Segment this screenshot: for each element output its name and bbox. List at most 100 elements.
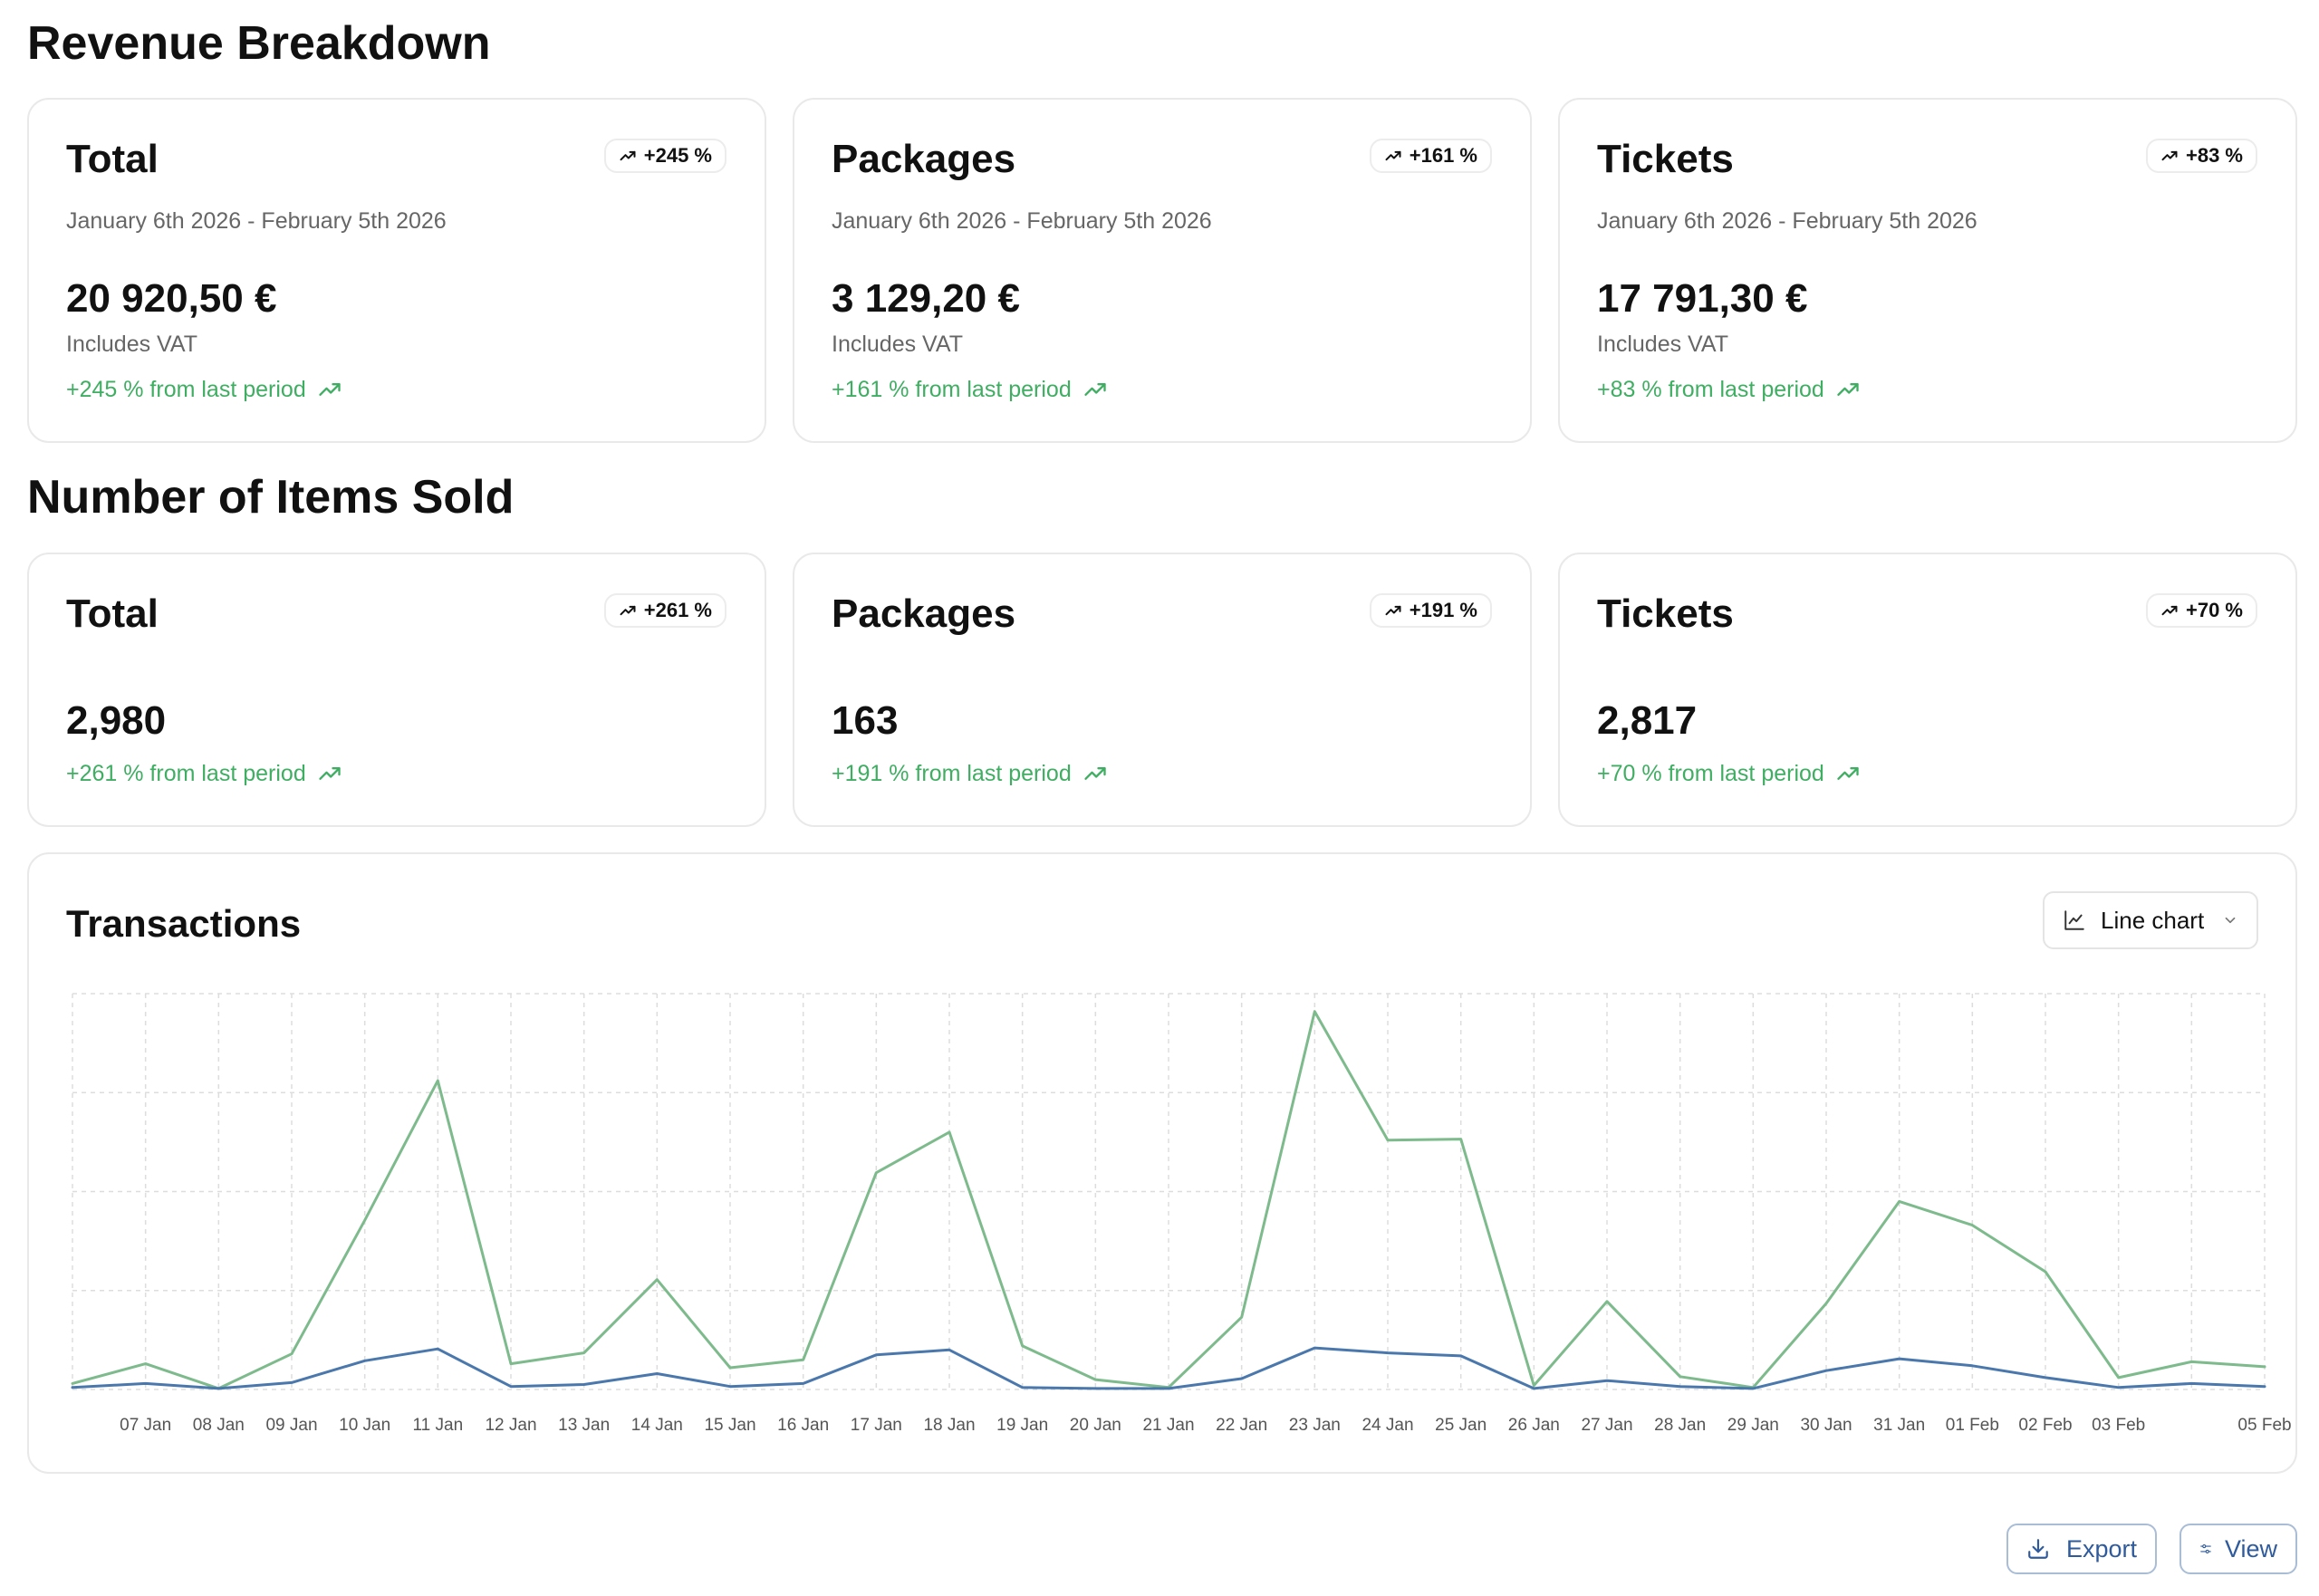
x-tick-label: 02 Feb (2018, 1416, 2072, 1435)
chevron-down-icon (2225, 917, 2236, 924)
card-title: Packages (832, 591, 1016, 636)
change-label: +191 % from last period (832, 760, 1072, 786)
items-card-packages: Packages +191 % 163 +191 % from last per… (793, 553, 1532, 827)
line-chart-icon (2064, 910, 2084, 930)
date-range: January 6th 2026 - February 5th 2026 (832, 208, 1212, 234)
view-button[interactable]: View (2179, 1524, 2297, 1574)
x-tick-label: 17 Jan (851, 1416, 902, 1435)
trending-up-icon (1084, 383, 1106, 396)
change-from-last-period: +245 % from last period (66, 377, 342, 402)
badge-label: +70 % (2186, 599, 2243, 621)
revenue-value: 3 129,20 € (832, 276, 1020, 321)
trending-up-icon (620, 605, 636, 616)
change-from-last-period: +70 % from last period (1597, 761, 1861, 786)
x-tick-label: 19 Jan (996, 1416, 1048, 1435)
card-title: Tickets (1597, 137, 1734, 181)
date-range: January 6th 2026 - February 5th 2026 (66, 208, 447, 234)
chart-type-select[interactable]: Line chart (2043, 891, 2258, 949)
x-tick-label: 23 Jan (1289, 1416, 1341, 1435)
revenue-value: 20 920,50 € (66, 276, 277, 321)
trending-up-icon (1084, 767, 1106, 780)
change-label: +261 % from last period (66, 760, 306, 786)
items-value: 163 (832, 698, 899, 743)
x-tick-label: 07 Jan (120, 1416, 171, 1435)
transactions-line-chart: 07 Jan 08 Jan 09 Jan 10 Jan 11 Jan 12 Jan 13 J… (71, 993, 2292, 1435)
x-tick-label: 03 Feb (2092, 1416, 2145, 1435)
trend-badge: +70 % (2146, 593, 2257, 628)
view-label: View (2224, 1534, 2277, 1562)
transactions-card: Transactions Line chart 07 Jan 08 Jan 09 J… (27, 852, 2297, 1474)
trending-up-icon (319, 383, 341, 396)
trending-up-icon (1837, 767, 1859, 780)
trend-badge: +245 % (603, 139, 726, 173)
trending-up-icon (620, 150, 636, 161)
x-tick-label: 14 Jan (631, 1416, 683, 1435)
change-from-last-period: +161 % from last period (832, 377, 1108, 402)
revenue-section-title: Revenue Breakdown (27, 17, 491, 70)
x-tick-label: 29 Jan (1727, 1416, 1779, 1435)
items-value: 2,817 (1597, 698, 1698, 743)
x-tick-label: 09 Jan (265, 1416, 317, 1435)
vat-note: Includes VAT (1597, 332, 1728, 357)
series-line-2 (71, 1346, 2266, 1390)
badge-label: +83 % (2186, 144, 2243, 167)
vat-note: Includes VAT (66, 332, 197, 357)
trending-up-icon (1385, 605, 1401, 616)
badge-label: +245 % (643, 144, 712, 167)
export-button[interactable]: Export (2006, 1524, 2157, 1574)
change-label: +161 % from last period (832, 376, 1072, 402)
card-title: Packages (832, 137, 1016, 181)
export-label: Export (2065, 1534, 2137, 1562)
x-tick-label: 16 Jan (777, 1416, 829, 1435)
badge-label: +161 % (1409, 144, 1477, 167)
trend-badge: +83 % (2146, 139, 2257, 173)
trending-up-icon (1837, 383, 1859, 396)
date-range: January 6th 2026 - February 5th 2026 (1597, 208, 1977, 234)
card-title: Total (66, 137, 159, 181)
x-tick-label: 22 Jan (1216, 1416, 1267, 1435)
change-label: +245 % from last period (66, 376, 306, 402)
x-tick-label: 28 Jan (1654, 1416, 1706, 1435)
sliders-icon (2200, 1544, 2211, 1553)
x-tick-label: 11 Jan (413, 1416, 464, 1435)
trending-up-icon (319, 767, 341, 780)
items-card-total: Total +261 % 2,980 +261 % from last peri… (27, 553, 766, 827)
change-label: +83 % from last period (1597, 376, 1824, 402)
x-tick-label: 30 Jan (1800, 1416, 1852, 1435)
x-tick-label: 20 Jan (1070, 1416, 1121, 1435)
x-tick-label: 01 Feb (1946, 1416, 1999, 1435)
badge-label: +261 % (643, 599, 712, 621)
transactions-title: Transactions (66, 902, 302, 945)
chart-type-label: Line chart (2101, 906, 2205, 934)
badge-label: +191 % (1409, 599, 1477, 621)
trending-up-icon (2161, 605, 2178, 616)
change-label: +70 % from last period (1597, 760, 1824, 786)
trend-badge: +191 % (1369, 593, 1492, 628)
change-from-last-period: +261 % from last period (66, 761, 342, 786)
x-tick-label: 26 Jan (1508, 1416, 1560, 1435)
x-tick-label: 18 Jan (923, 1416, 975, 1435)
card-title: Total (66, 591, 159, 636)
x-tick-label: 24 Jan (1362, 1416, 1413, 1435)
x-tick-label: 21 Jan (1142, 1416, 1194, 1435)
trending-up-icon (2161, 150, 2178, 161)
revenue-value: 17 791,30 € (1597, 276, 1808, 321)
download-icon (2028, 1539, 2048, 1559)
trend-badge: +261 % (603, 593, 726, 628)
card-title: Tickets (1597, 591, 1734, 636)
x-tick-label: 08 Jan (193, 1416, 245, 1435)
vat-note: Includes VAT (832, 332, 963, 357)
trend-badge: +161 % (1369, 139, 1492, 173)
x-tick-label: 31 Jan (1873, 1416, 1925, 1435)
items-section-title: Number of Items Sold (27, 471, 515, 524)
x-tick-label: 10 Jan (339, 1416, 390, 1435)
x-tick-label: 05 Feb (2237, 1416, 2291, 1435)
x-tick-label: 25 Jan (1435, 1416, 1487, 1435)
items-card-tickets: Tickets +70 % 2,817 +70 % from last peri… (1558, 553, 2297, 827)
x-tick-label: 15 Jan (704, 1416, 755, 1435)
items-value: 2,980 (66, 698, 167, 743)
change-from-last-period: +83 % from last period (1597, 377, 1861, 402)
x-tick-label: 13 Jan (558, 1416, 610, 1435)
revenue-card-packages: Packages +161 % January 6th 2026 - Febru… (793, 98, 1532, 443)
change-from-last-period: +191 % from last period (832, 761, 1108, 786)
